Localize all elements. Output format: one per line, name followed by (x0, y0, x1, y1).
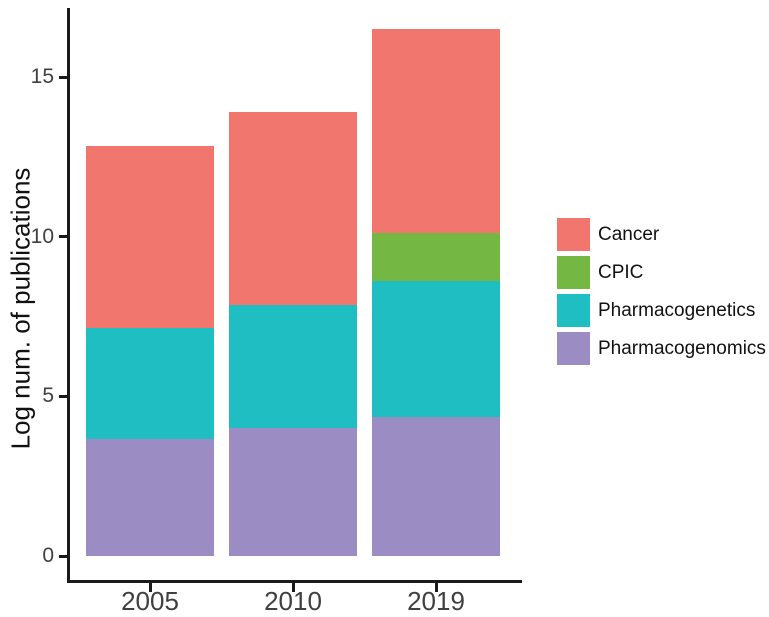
bar-segment-pharmacogenomics (229, 428, 357, 556)
bar-segment-pharmacogenetics (229, 305, 357, 429)
x-tick (291, 583, 295, 592)
legend-item-pharmacogenetics: Pharmacogenetics (557, 294, 766, 327)
legend-label: Pharmacogenetics (598, 299, 756, 321)
legend-item-cancer: Cancer (557, 218, 766, 251)
legend-label: Cancer (598, 223, 660, 245)
y-tick-label: 15 (30, 65, 54, 89)
bar-2005 (86, 145, 214, 556)
legend-item-cpic: CPIC (557, 256, 766, 289)
bar-segment-pharmacogenomics (86, 439, 214, 556)
legend-swatch-pharmacogenetics (557, 294, 590, 327)
bar-segment-cancer (372, 29, 500, 234)
legend-label: CPIC (598, 261, 644, 283)
bar-segment-pharmacogenetics (372, 281, 500, 418)
y-tick (59, 235, 68, 239)
bar-segment-pharmacogenetics (86, 327, 214, 440)
x-tick (148, 583, 152, 592)
bar-segment-cancer (229, 112, 357, 306)
bar-segment-cpic (372, 233, 500, 282)
y-tick (59, 75, 68, 79)
plot-panel (67, 8, 522, 583)
x-tick-label: 2010 (264, 586, 322, 616)
y-tick (59, 554, 68, 558)
legend-swatch-cpic (557, 256, 590, 289)
bar-2019 (372, 29, 500, 556)
legend-swatch-pharmacogenomics (557, 332, 590, 365)
y-tick (59, 394, 68, 398)
legend-label: Pharmacogenomics (598, 337, 766, 359)
bar-segment-cancer (86, 145, 214, 328)
y-tick-label: 10 (30, 224, 54, 248)
legend: Cancer CPIC Pharmacogenetics Pharmacogenomi… (557, 218, 766, 365)
y-tick-label: 0 (42, 544, 54, 567)
bar-segment-pharmacogenomics (372, 417, 500, 556)
x-tick-label: 2019 (407, 586, 465, 616)
legend-item-pharmacogenomics: Pharmacogenomics (557, 332, 766, 365)
y-tick-label: 5 (42, 384, 54, 408)
bar-2010 (229, 112, 357, 556)
y-axis-title-wrap: Log num. of publications (0, 0, 42, 617)
legend-swatch-cancer (557, 218, 590, 251)
x-tick-label: 2005 (121, 586, 179, 616)
x-tick (434, 583, 438, 592)
